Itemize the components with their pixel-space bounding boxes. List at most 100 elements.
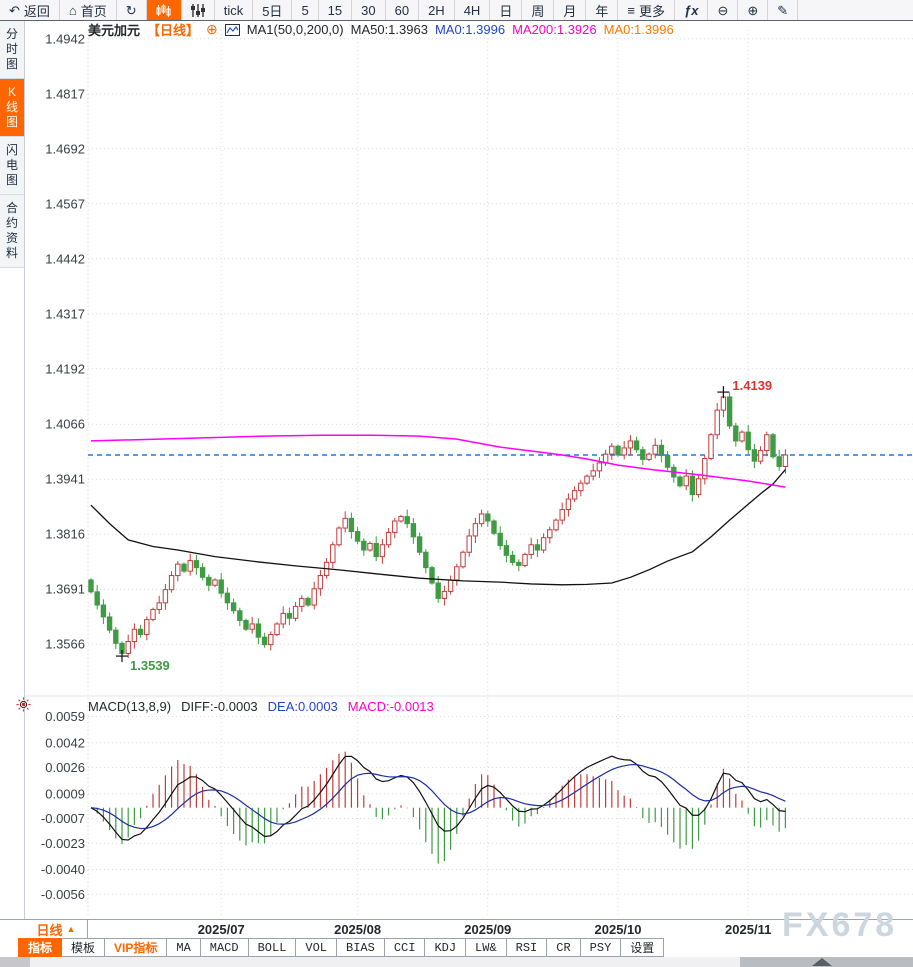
toolbar-zoom-in-button[interactable]: ⊕: [738, 0, 769, 20]
tab-macd[interactable]: MACD: [200, 938, 249, 957]
toolbar-15min-button[interactable]: 15: [319, 0, 353, 20]
svg-text:0.0026: 0.0026: [45, 760, 85, 775]
toolbar-formula-button[interactable]: ƒx: [675, 0, 709, 20]
add-to-watchlist-icon[interactable]: ⊕: [206, 21, 218, 37]
tab-cr[interactable]: CR: [547, 938, 581, 957]
toolbar-4hour-button[interactable]: 4H: [455, 0, 491, 20]
back-arrow-icon: ↶: [9, 2, 20, 18]
macd-dea-value: DEA:0.0003: [267, 698, 338, 714]
toolbar-30min-button[interactable]: 30: [352, 0, 386, 20]
toolbar-tick-button[interactable]: tick: [215, 0, 254, 20]
tab-vol[interactable]: VOL: [296, 938, 338, 957]
scrollbar-left-cap[interactable]: [0, 957, 30, 967]
period-label: 【日线】: [147, 23, 200, 38]
svg-text:0.0009: 0.0009: [45, 786, 85, 801]
bottom-scrollbar[interactable]: [0, 957, 913, 967]
toolbar-more-button[interactable]: ≡ 更多: [618, 0, 675, 20]
toolbar-item-label: 返回: [23, 3, 50, 19]
toolbar-item-label: 月: [563, 3, 577, 19]
ma0-blue-value: MA0:1.3996: [434, 22, 506, 37]
svg-text:0.0059: 0.0059: [45, 709, 85, 724]
tab-bias[interactable]: BIAS: [337, 938, 385, 957]
tab-boll[interactable]: BOLL: [248, 938, 297, 957]
period-dropdown[interactable]: 日线 ▲: [25, 920, 88, 938]
toolbar-yearly-button[interactable]: 年: [586, 0, 619, 20]
svg-text:1.3691: 1.3691: [45, 582, 85, 597]
tab-rsi[interactable]: RSI: [506, 938, 548, 957]
toolbar-back-button[interactable]: ↶ 返回: [0, 0, 60, 20]
toolbar-5min-button[interactable]: 5: [292, 0, 319, 20]
sidebar-item-lightning-chart[interactable]: 闪 电 图: [0, 137, 24, 195]
mini-chart-icon: [224, 23, 240, 36]
refresh-icon: ↻: [125, 2, 137, 18]
svg-text:1.3816: 1.3816: [45, 527, 85, 542]
svg-text:1.4317: 1.4317: [45, 306, 85, 321]
x-axis-row: 日线 ▲ 2025/07 2025/08 2025/09 2025/10 2025/11: [0, 919, 913, 938]
toolbar-item-label: 4H: [463, 2, 481, 18]
toolbar-item-label: 5: [301, 2, 309, 18]
symbol-name: 美元加元: [88, 23, 141, 38]
toolbar-item-label: tick: [223, 2, 244, 18]
toolbar-candle-chart-type-button[interactable]: [146, 0, 182, 20]
hamburger-menu-icon: ≡: [627, 2, 635, 18]
dropdown-arrow-icon: ▲: [66, 924, 76, 934]
macd-header: MACD(13,8,9) DIFF:-0.0003 DEA:0.0003 MAC…: [88, 698, 434, 714]
toolbar-daily-button[interactable]: 日: [490, 0, 523, 20]
zoom-in-icon: ⊕: [747, 2, 759, 18]
toolbar-draw-button[interactable]: ✎: [768, 0, 799, 20]
pencil-icon: ✎: [777, 2, 789, 18]
svg-text:-0.0007: -0.0007: [41, 811, 85, 826]
sidebar-item-time-share-chart[interactable]: 分 时 图: [0, 21, 24, 79]
macd-panel: [90, 751, 787, 864]
svg-text:1.4192: 1.4192: [45, 361, 85, 376]
x-axis-month-label: 2025/07: [197, 922, 245, 937]
toolbar-item-label: 日: [499, 3, 513, 19]
sidebar-item-kline-chart[interactable]: K 线 图: [0, 79, 24, 137]
toolbar-item-label: 周: [531, 3, 545, 19]
tab-cci[interactable]: CCI: [384, 938, 426, 957]
x-axis-month-label: 2025/09: [464, 922, 512, 937]
high-price-label: 1.4139: [732, 378, 772, 393]
tab-psy[interactable]: PSY: [580, 938, 622, 957]
toolbar-home-button[interactable]: ⌂ 首页: [60, 0, 117, 20]
toolbar-zoom-out-button[interactable]: ⊖: [708, 0, 739, 20]
svg-text:1.4442: 1.4442: [45, 251, 85, 266]
x-axis-month-label: 2025/11: [725, 922, 772, 937]
toolbar-5day-button[interactable]: 5日: [253, 0, 293, 20]
toolbar-indicator-sliders-button[interactable]: [182, 0, 215, 20]
svg-text:1.4942: 1.4942: [45, 31, 85, 46]
sidebar-item-contract-info[interactable]: 合 约 资 料: [0, 195, 24, 268]
candles: [88, 392, 789, 658]
svg-text:1.4567: 1.4567: [45, 196, 85, 211]
ma200-value: MA200:1.3926: [512, 22, 597, 37]
tab-vip[interactable]: VIP指标: [105, 938, 168, 957]
tab-[interactable]: 设置: [621, 938, 665, 957]
tab-[interactable]: 指标: [18, 938, 63, 957]
tab-[interactable]: 模板: [62, 938, 106, 957]
chart-header: 美元加元 【日线】 ⊕ MA1(50,0,200,0) MA50:1.3963 …: [88, 21, 674, 38]
indicator-settings-icon[interactable]: [16, 697, 31, 717]
macd-title: MACD(13,8,9): [88, 698, 172, 714]
toolbar-item-label: 15: [327, 2, 343, 18]
toolbar-60min-button[interactable]: 60: [386, 0, 420, 20]
toolbar-item-label: 更多: [638, 3, 665, 19]
period-dropdown-label: 日线: [36, 922, 63, 938]
scroll-up-arrow-icon[interactable]: [812, 958, 832, 966]
x-axis-month-label: 2025/10: [594, 922, 642, 937]
svg-text:-0.0056: -0.0056: [41, 887, 85, 902]
toolbar-monthly-button[interactable]: 月: [554, 0, 587, 20]
tab-lw[interactable]: LW&: [466, 938, 507, 957]
tab-ma[interactable]: MA: [167, 938, 201, 957]
svg-text:1.3941: 1.3941: [45, 472, 85, 487]
toolbar-2hour-button[interactable]: 2H: [419, 0, 455, 20]
toolbar-item-label: 30: [361, 2, 376, 18]
macd-bar-value: MACD:-0.0013: [347, 698, 434, 714]
toolbar-weekly-button[interactable]: 周: [522, 0, 555, 20]
ma0-orange-value: MA0:1.3996: [603, 22, 674, 37]
macd-diff-value: DIFF:-0.0003: [181, 698, 258, 714]
toolbar-refresh-button[interactable]: ↻: [117, 0, 147, 20]
candlestick-chart-icon: [156, 3, 171, 17]
sliders-icon: [190, 3, 205, 17]
tab-kdj[interactable]: KDJ: [425, 938, 467, 957]
